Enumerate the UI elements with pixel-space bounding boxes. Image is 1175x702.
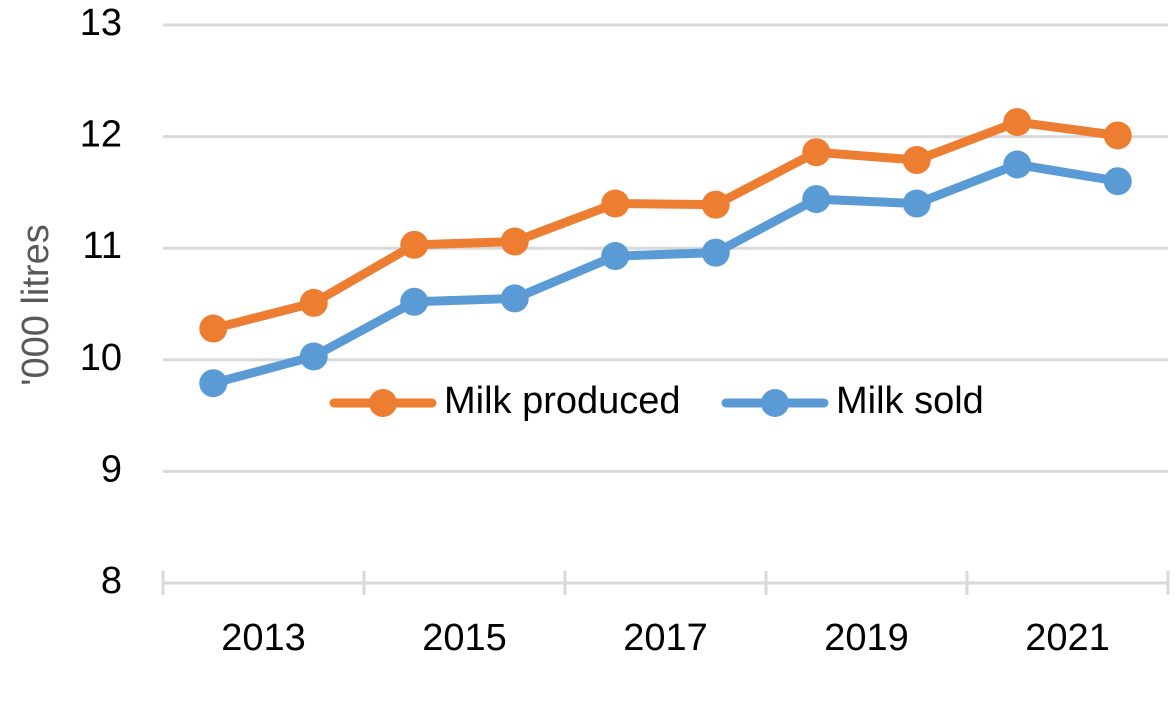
legend-item-milk-produced: Milk produced [329, 380, 681, 422]
series-line [208, 160, 1123, 388]
y-tick-labels: 8 9 10 11 12 13 [80, 2, 122, 602]
legend-label: Milk sold [836, 380, 984, 422]
x-tick-label: 2013 [221, 617, 306, 659]
series-milk-sold [199, 150, 1132, 398]
x-tick-labels: 2013 2015 2017 2019 2021 [221, 617, 1110, 659]
legend: Milk produced Milk sold [329, 380, 984, 422]
legend-marker [369, 389, 397, 417]
data-point [500, 227, 529, 256]
data-point [1103, 121, 1132, 150]
data-point [902, 189, 931, 218]
data-point [601, 189, 630, 218]
data-point [400, 230, 429, 259]
data-point [802, 185, 831, 214]
series-milk-produced [199, 108, 1132, 343]
data-point [400, 287, 429, 316]
data-point [902, 146, 931, 175]
legend-item-milk-sold: Milk sold [721, 380, 984, 422]
data-point [701, 238, 730, 267]
data-point [802, 138, 831, 167]
data-point [1003, 108, 1032, 137]
legend-marker [761, 389, 789, 417]
data-point [199, 369, 228, 398]
y-axis-label: '000 litres [15, 224, 57, 385]
y-tick-label: 13 [80, 2, 122, 44]
legend-label: Milk produced [444, 380, 681, 422]
y-tick-label: 10 [80, 337, 122, 379]
x-tick-label: 2017 [623, 617, 708, 659]
x-tick-label: 2015 [422, 617, 507, 659]
series-lines [199, 108, 1132, 398]
x-tick-label: 2021 [1025, 617, 1110, 659]
data-point [701, 190, 730, 219]
y-tick-label: 9 [101, 448, 122, 490]
data-point [1103, 167, 1132, 196]
data-point [199, 314, 228, 343]
y-tick-label: 8 [101, 560, 122, 602]
series-line [208, 117, 1123, 334]
data-point [1003, 150, 1032, 179]
y-tick-label: 12 [80, 114, 122, 156]
data-point [299, 342, 328, 371]
x-tick-label: 2019 [824, 617, 909, 659]
x-axis [161, 571, 1170, 595]
y-tick-label: 11 [83, 225, 122, 267]
gridlines [163, 23, 1168, 473]
data-point [500, 284, 529, 313]
data-point [601, 242, 630, 271]
data-point [299, 288, 328, 317]
